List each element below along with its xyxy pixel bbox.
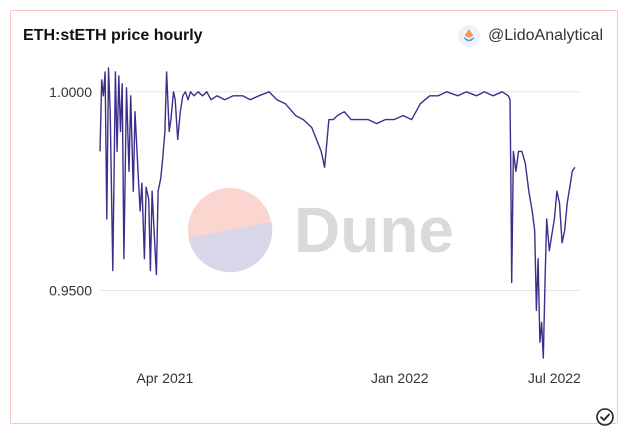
grid-lines <box>100 91 580 292</box>
chart-title: ETH:stETH price hourly <box>23 27 203 44</box>
x-axis: Apr 2021 Jan 2022 Jul 2022 <box>136 370 581 386</box>
author-link[interactable]: @LidoAnalytical <box>458 25 603 47</box>
y-tick-label: 0.9500 <box>49 283 92 299</box>
watermark-text: Dune <box>294 194 454 266</box>
y-axis: 0.9500 1.0000 <box>49 84 92 299</box>
x-tick-label: Apr 2021 <box>136 370 193 386</box>
lido-logo-icon <box>458 25 481 47</box>
x-tick-label: Jul 2022 <box>528 370 581 386</box>
y-tick-label: 1.0000 <box>49 84 92 100</box>
x-tick-label: Jan 2022 <box>371 370 429 386</box>
series-line-eth-steth <box>99 67 576 359</box>
author-name: @LidoAnalytical <box>488 27 603 44</box>
check-circle-icon[interactable] <box>596 408 614 426</box>
dune-watermark: Dune <box>188 188 454 273</box>
